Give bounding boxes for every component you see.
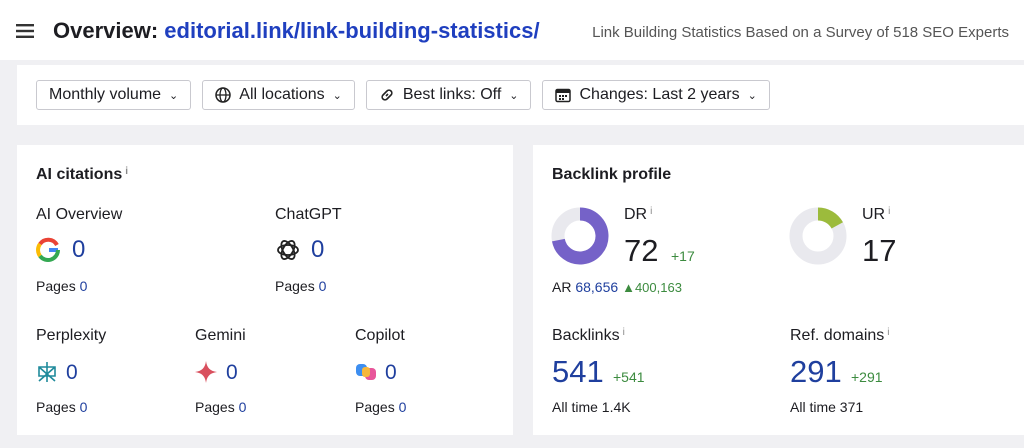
- info-icon[interactable]: i: [887, 327, 890, 338]
- pages-label: Pages: [355, 399, 395, 415]
- pages-label: Pages: [36, 399, 76, 415]
- source-name: ChatGPT: [275, 206, 342, 223]
- menu-icon[interactable]: [16, 24, 34, 38]
- pages-value[interactable]: 0: [79, 278, 88, 294]
- filter-button[interactable]: All locations ⌄: [202, 80, 355, 110]
- page-title: Overview: editorial.link/link-building-s…: [53, 20, 540, 42]
- filter-label: Monthly volume: [49, 86, 162, 103]
- metric-value: 72: [624, 233, 659, 268]
- filter-label: All locations: [239, 86, 325, 103]
- calendar-icon: [555, 88, 572, 103]
- metric-change: +291: [851, 369, 883, 385]
- target-url[interactable]: editorial.link/link-building-statistics/: [164, 18, 540, 43]
- ur-donut: [789, 207, 847, 265]
- pages-value[interactable]: 0: [79, 399, 88, 415]
- metric-value[interactable]: 541: [552, 354, 604, 389]
- dr-donut: [551, 207, 609, 265]
- title-prefix: Overview:: [53, 18, 159, 43]
- ai-citations-card: [17, 145, 513, 435]
- chatgpt-icon: [277, 240, 299, 260]
- metric-label: Ref. domains: [790, 327, 885, 344]
- card-title: Backlink profile: [552, 166, 672, 183]
- globe-icon: [215, 87, 232, 103]
- filter-label: Changes: Last 2 years: [579, 86, 740, 103]
- info-icon[interactable]: i: [888, 206, 891, 217]
- source-name: AI Overview: [36, 206, 123, 223]
- title-text: AI citations: [36, 166, 123, 183]
- pages-value[interactable]: 0: [238, 399, 247, 415]
- info-icon[interactable]: i: [125, 166, 129, 177]
- info-icon[interactable]: i: [650, 206, 653, 217]
- metric-change: +541: [613, 369, 645, 385]
- pages-label: Pages: [195, 399, 235, 415]
- source-name: Gemini: [195, 327, 246, 344]
- citation-value[interactable]: 0: [226, 361, 238, 384]
- filter-button[interactable]: Changes: Last 2 years ⌄: [542, 80, 770, 110]
- all-time-label: All time: [790, 399, 836, 415]
- metric-value[interactable]: 291: [790, 354, 842, 389]
- source-name: Perplexity: [36, 327, 107, 344]
- ar-change: 400,163: [634, 280, 682, 295]
- card-title: AI citations i: [36, 167, 128, 183]
- ar-value[interactable]: 68,656: [575, 279, 619, 295]
- filter-label: Best links: Off: [402, 86, 502, 103]
- donut-arc: [552, 207, 609, 265]
- pages-label: Pages: [275, 278, 315, 294]
- all-time-value: 1.4K: [601, 399, 631, 415]
- backlink-profile-card: [533, 145, 1024, 435]
- pages-label: Pages: [36, 278, 76, 294]
- source-name: Copilot: [355, 327, 405, 344]
- header-bar: [0, 0, 1024, 60]
- citation-value[interactable]: 0: [385, 361, 397, 384]
- citation-value[interactable]: 0: [72, 236, 86, 263]
- filter-button[interactable]: Monthly volume ⌄: [36, 80, 192, 110]
- citation-value[interactable]: 0: [311, 236, 325, 263]
- metric-label: UR: [862, 206, 886, 223]
- filter-button[interactable]: Best links: Off ⌄: [365, 80, 532, 110]
- pages-value[interactable]: 0: [398, 399, 407, 415]
- filter-bar: Monthly volume ⌄ All locations ⌄ Best link…: [17, 65, 1024, 125]
- donut-arc: [817, 207, 843, 229]
- copilot-icon: [356, 364, 376, 380]
- citation-value[interactable]: 0: [66, 361, 78, 384]
- google-icon: [36, 237, 60, 262]
- perplexity-icon: [38, 362, 56, 382]
- info-icon[interactable]: i: [622, 327, 625, 338]
- ar-label: AR: [552, 279, 572, 295]
- metric-value: 17: [862, 233, 897, 268]
- metric-label: Backlinks: [552, 327, 620, 344]
- metric-change: +17: [671, 248, 695, 264]
- subtitle: Link Building Statistics Based on a Surv…: [592, 24, 1009, 41]
- gemini-icon: [195, 361, 217, 383]
- all-time-value: 371: [839, 399, 864, 415]
- pages-value[interactable]: 0: [318, 278, 327, 294]
- all-time-label: All time: [552, 399, 598, 415]
- metric-label: DR: [624, 206, 648, 223]
- link-icon: [381, 89, 393, 101]
